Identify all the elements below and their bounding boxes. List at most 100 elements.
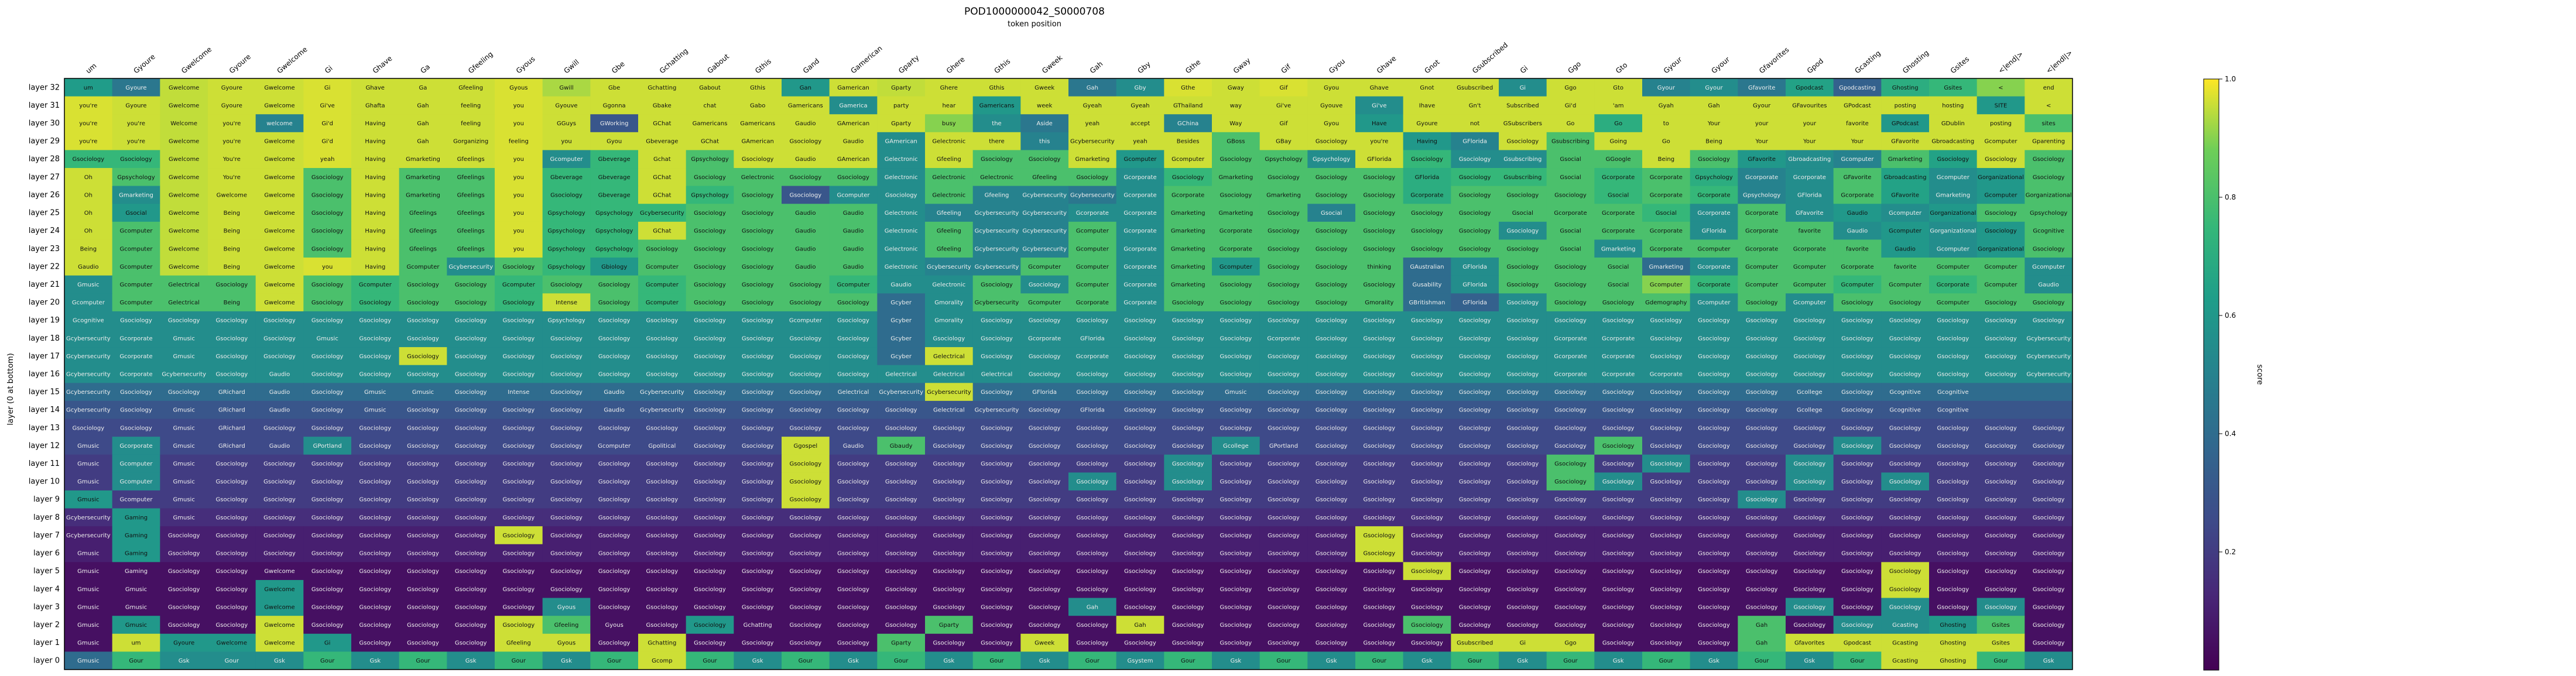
cell-label: Gwelcome: [264, 568, 294, 575]
cell-label: Gcomputer: [1220, 264, 1253, 270]
cell-label: Gsociology: [742, 425, 774, 431]
heatmap-cell: [1020, 132, 1069, 150]
cell-label: Ggo: [1564, 85, 1576, 91]
cell-label: Gsociology: [1077, 389, 1109, 396]
cell-label: Gsociology: [407, 568, 439, 575]
cell-label: Gi: [1520, 640, 1526, 647]
heatmap-cell: [1451, 204, 1499, 222]
x-tick-label: Ggo: [1566, 60, 1582, 75]
cell-label: Gsociology: [933, 586, 965, 593]
cell-label: Gcorporate: [1123, 210, 1156, 217]
cell-label: Gcorporate: [1123, 192, 1156, 198]
heatmap-cell: [782, 221, 830, 240]
cell-label: Gsociology: [1172, 479, 1204, 485]
cell-label: Gsociology: [550, 354, 583, 360]
cell-label: you're: [222, 121, 241, 127]
heatmap-cell: [255, 221, 304, 240]
cell-label: Gamericans: [740, 121, 775, 127]
cell-label: Gsociology: [1507, 604, 1539, 610]
y-tick-label: layer 2: [33, 620, 60, 629]
cell-label: Gcybersecurity: [66, 407, 111, 414]
cell-label: Gcorporate: [1650, 174, 1683, 181]
cell-label: Gsociology: [1364, 425, 1396, 431]
cell-label: Gsociology: [1698, 568, 1730, 575]
cell-label: Gsociology: [216, 514, 248, 521]
cell-label: Gsociology: [1985, 443, 2017, 449]
cell-label: Gelectronic: [885, 246, 918, 252]
cell-label: Gour: [1755, 658, 1769, 664]
cell-label: Gpsychology: [547, 264, 585, 270]
heatmap-cell: [734, 114, 782, 133]
cell-label: Gi've: [1276, 102, 1291, 109]
cell-label: Gsociology: [1841, 479, 1873, 485]
heatmap-cell: [1307, 168, 1356, 187]
y-tick-label: layer 23: [29, 245, 60, 253]
cell-label: Gaudio: [843, 139, 864, 145]
cell-label: Gsociology: [790, 300, 822, 306]
cell-label: Gcorporate: [119, 335, 152, 342]
heatmap-cell: [112, 168, 160, 187]
heatmap-cell: [829, 221, 878, 240]
cell-label: Gcorporate: [1697, 264, 1730, 270]
cell-label: Gsociology: [1794, 461, 1826, 468]
cell-label: Gsociology: [1316, 335, 1348, 342]
cell-label: Gcybersecurity: [1022, 246, 1067, 252]
cell-label: Gsociology: [598, 551, 631, 557]
cell-label: Gsociology: [1077, 497, 1109, 503]
heatmap-cell: [686, 204, 734, 222]
cell-label: Gsociology: [1124, 479, 1156, 485]
heatmap-cell: [399, 239, 447, 258]
cell-label: Gsociology: [550, 568, 583, 575]
cell-label: Gsociology: [1459, 335, 1491, 342]
heatmap-cell: [303, 78, 352, 97]
heatmap-cell: [303, 114, 352, 133]
cell-label: Gsk: [274, 658, 285, 664]
cell-label: Gyous: [557, 604, 576, 610]
cell-label: Gcomputer: [1841, 156, 1875, 163]
cell-label: the: [992, 121, 1001, 127]
heatmap-cell: [160, 78, 208, 97]
heatmap-cell: [1116, 114, 1164, 133]
cell-label: Gmarketing: [1649, 264, 1683, 270]
cell-label: Gsociology: [1746, 389, 1778, 396]
cell-label: Gsociology: [455, 551, 487, 557]
cell-label: Gsociology: [1985, 604, 2017, 610]
heatmap-cell: [399, 204, 447, 222]
cell-label: Gsociology: [455, 318, 487, 324]
cell-label: Gsociology: [359, 640, 392, 647]
cell-label: Having: [365, 156, 385, 163]
cell-label: Gsociology: [263, 479, 296, 485]
cell-label: favorite: [1894, 264, 1917, 270]
cell-label: Gcorporate: [1745, 246, 1778, 252]
cell-label: Gwelcome: [169, 156, 199, 163]
heatmap-cell: [1690, 78, 1738, 97]
cell-label: Gsociology: [1554, 461, 1587, 468]
cell-label: feeling: [461, 102, 481, 109]
cell-label: Gfeeling: [554, 622, 579, 629]
heatmap-cell: [447, 204, 495, 222]
cell-label: GFavorite: [1891, 139, 1919, 145]
cell-label: Gsociology: [1554, 622, 1587, 629]
cell-label: Gaudio: [795, 156, 816, 163]
cell-label: Gsociology: [503, 604, 535, 610]
cell-label: Gwelcome: [169, 246, 199, 252]
heatmap-cell: [2025, 78, 2073, 97]
cell-label: Gsociology: [1841, 389, 1873, 396]
cell-label: Gsociology: [1746, 425, 1778, 431]
cell-label: Being: [224, 210, 240, 217]
cell-label: Gaudio: [890, 282, 911, 288]
y-tick-label: layer 4: [33, 585, 60, 593]
heatmap-cell: [1929, 221, 1978, 240]
heatmap-cell: [1212, 221, 1260, 240]
cell-label: Gwelcome: [264, 156, 294, 163]
cell-label: Gsk: [1421, 658, 1433, 664]
heatmap-cell: [1786, 150, 1834, 169]
heatmap-cell: [208, 150, 256, 169]
cell-label: Gmusic: [173, 443, 195, 449]
cell-label: Gcorporate: [1076, 300, 1109, 306]
cell-label: Gwelcome: [169, 139, 199, 145]
y-tick-label: layer 11: [29, 459, 60, 468]
cell-label: thinking: [1368, 264, 1392, 270]
cell-label: Gsociology: [837, 497, 869, 503]
cell-label: Gway: [1228, 85, 1244, 91]
